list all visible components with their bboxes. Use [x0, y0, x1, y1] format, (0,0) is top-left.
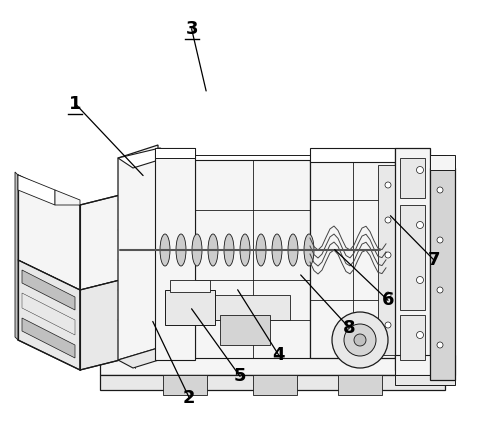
Polygon shape [337, 375, 381, 395]
Text: 5: 5 [233, 368, 246, 385]
Ellipse shape [287, 234, 297, 266]
Circle shape [384, 217, 390, 223]
Polygon shape [220, 315, 270, 345]
Text: 7: 7 [427, 251, 439, 269]
Circle shape [384, 182, 390, 188]
Circle shape [416, 277, 423, 283]
Polygon shape [155, 340, 444, 350]
Polygon shape [195, 160, 309, 358]
Polygon shape [118, 145, 158, 360]
Polygon shape [253, 375, 296, 395]
Ellipse shape [256, 234, 265, 266]
Circle shape [343, 324, 375, 356]
Ellipse shape [224, 234, 233, 266]
Polygon shape [100, 355, 444, 375]
Polygon shape [155, 165, 444, 175]
Circle shape [416, 167, 423, 173]
Circle shape [353, 334, 365, 346]
Polygon shape [18, 175, 55, 205]
Polygon shape [130, 340, 439, 356]
Polygon shape [80, 195, 120, 290]
Ellipse shape [160, 234, 170, 266]
Polygon shape [118, 348, 175, 368]
Text: 2: 2 [182, 389, 195, 407]
Polygon shape [155, 148, 195, 158]
Polygon shape [394, 148, 429, 370]
Polygon shape [170, 280, 210, 292]
Polygon shape [18, 260, 80, 370]
Polygon shape [55, 190, 80, 205]
Ellipse shape [303, 234, 313, 266]
Circle shape [416, 332, 423, 338]
Polygon shape [163, 375, 207, 395]
Polygon shape [210, 295, 289, 320]
Ellipse shape [272, 234, 281, 266]
Polygon shape [377, 165, 394, 355]
Circle shape [416, 222, 423, 228]
Polygon shape [394, 375, 454, 385]
Polygon shape [15, 172, 18, 340]
Polygon shape [18, 175, 80, 290]
Ellipse shape [176, 234, 186, 266]
Polygon shape [22, 293, 75, 335]
Circle shape [384, 252, 390, 258]
Polygon shape [165, 290, 214, 325]
Polygon shape [155, 200, 444, 210]
Polygon shape [399, 315, 424, 360]
Polygon shape [399, 158, 424, 198]
Ellipse shape [240, 234, 249, 266]
Polygon shape [100, 375, 444, 390]
Circle shape [332, 312, 387, 368]
Polygon shape [118, 148, 175, 168]
Polygon shape [309, 160, 394, 358]
Circle shape [384, 322, 390, 328]
Text: 1: 1 [69, 95, 81, 113]
Text: 8: 8 [342, 319, 355, 337]
Polygon shape [22, 270, 75, 310]
Circle shape [436, 287, 442, 293]
Text: 4: 4 [272, 346, 285, 364]
Text: 3: 3 [185, 20, 197, 38]
Ellipse shape [208, 234, 217, 266]
Polygon shape [155, 155, 444, 165]
Polygon shape [155, 148, 195, 360]
Polygon shape [80, 280, 120, 370]
Polygon shape [22, 318, 75, 358]
Polygon shape [155, 285, 444, 295]
Polygon shape [309, 148, 394, 162]
Polygon shape [155, 330, 444, 340]
Text: 6: 6 [381, 291, 393, 309]
Polygon shape [429, 168, 454, 380]
Polygon shape [394, 355, 454, 375]
Circle shape [384, 292, 390, 298]
Ellipse shape [192, 234, 201, 266]
Polygon shape [399, 205, 424, 310]
Circle shape [436, 342, 442, 348]
Circle shape [436, 187, 442, 193]
Circle shape [436, 237, 442, 243]
Polygon shape [429, 155, 454, 170]
